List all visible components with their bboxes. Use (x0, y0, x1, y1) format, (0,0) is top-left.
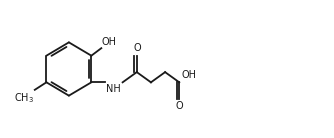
Text: $\mathregular{CH_3}$: $\mathregular{CH_3}$ (14, 91, 34, 105)
Text: O: O (133, 43, 141, 53)
Text: O: O (176, 101, 183, 111)
Text: OH: OH (102, 37, 117, 47)
Text: NH: NH (106, 84, 120, 94)
Text: OH: OH (182, 70, 197, 80)
